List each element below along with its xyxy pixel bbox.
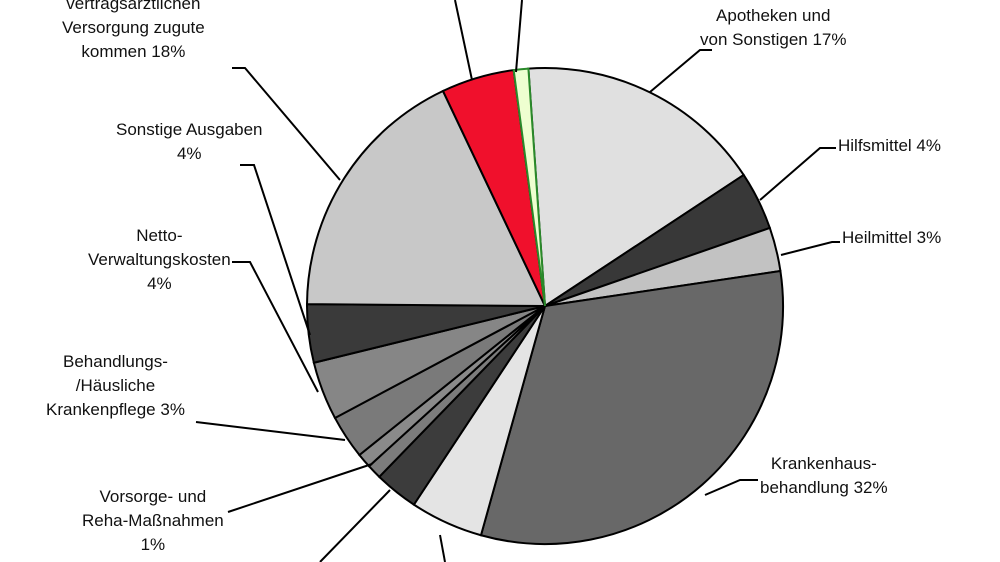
leader-line xyxy=(227,463,373,513)
leader-line xyxy=(240,164,311,336)
label-line: Reha-Maßnahmen xyxy=(82,511,224,530)
label-behandlung: Behandlungs- /Häusliche Krankenpflege 3% xyxy=(46,350,185,422)
label-apotheken: Apotheken und von Sonstigen 17% xyxy=(700,4,847,52)
leader-line xyxy=(454,0,473,81)
label-line: Behandlungs- xyxy=(63,352,168,371)
label-line: Krankenhaus- xyxy=(770,454,877,473)
label-line: Krankenpflege 3% xyxy=(46,400,185,419)
label-line: Heilmittel 3% xyxy=(842,228,942,247)
label-netto: Netto- Verwaltungskosten 4% xyxy=(88,224,231,296)
label-line: kommen 18% xyxy=(81,42,186,61)
label-heilmittel: Heilmittel 3% xyxy=(842,226,941,250)
label-line: 4% xyxy=(176,144,202,163)
leader-line xyxy=(319,489,391,562)
label-line: Apotheken und xyxy=(716,6,831,25)
label-line: Verwaltungskosten xyxy=(88,250,231,269)
leader-line xyxy=(232,67,341,181)
label-line: Hilfsmittel 4% xyxy=(838,136,941,155)
label-krankenhaus: Krankenhaus- behandlung 32% xyxy=(760,452,888,500)
label-line: 4% xyxy=(147,274,172,293)
label-line: /Häusliche xyxy=(75,376,156,395)
leader-line xyxy=(649,49,712,93)
label-line: vertragsärztlichen xyxy=(66,0,201,13)
label-sonstige: Sonstige Ausgaben 4% xyxy=(116,118,263,166)
label-line: behandlung 32% xyxy=(760,478,888,497)
label-line: von Sonstigen 17% xyxy=(700,30,847,49)
label-line: 1% xyxy=(140,535,166,554)
leader-line xyxy=(439,534,446,562)
pie-slice xyxy=(527,67,746,308)
label-hilfsmittel: Hilfsmittel 4% xyxy=(838,134,941,158)
label-line: Netto- xyxy=(136,226,183,245)
pie-slice xyxy=(305,89,547,308)
label-vorsorge: Vorsorge- und Reha-Maßnahmen 1% xyxy=(82,485,224,557)
pie-slice xyxy=(479,269,784,545)
label-line: Sonstige Ausgaben xyxy=(116,120,263,139)
label-line: Versorgung zugute xyxy=(62,18,205,37)
leader-line xyxy=(515,0,523,73)
leader-line xyxy=(780,241,840,256)
pie-slice xyxy=(512,67,546,307)
leader-line xyxy=(704,479,758,496)
leader-line xyxy=(759,147,836,201)
leader-line xyxy=(195,421,346,441)
label-vertragsaerztlich: vertragsärztlichen Versorgung zugute kom… xyxy=(62,0,205,64)
leader-line xyxy=(232,261,319,393)
label-line: Vorsorge- und xyxy=(99,487,207,506)
